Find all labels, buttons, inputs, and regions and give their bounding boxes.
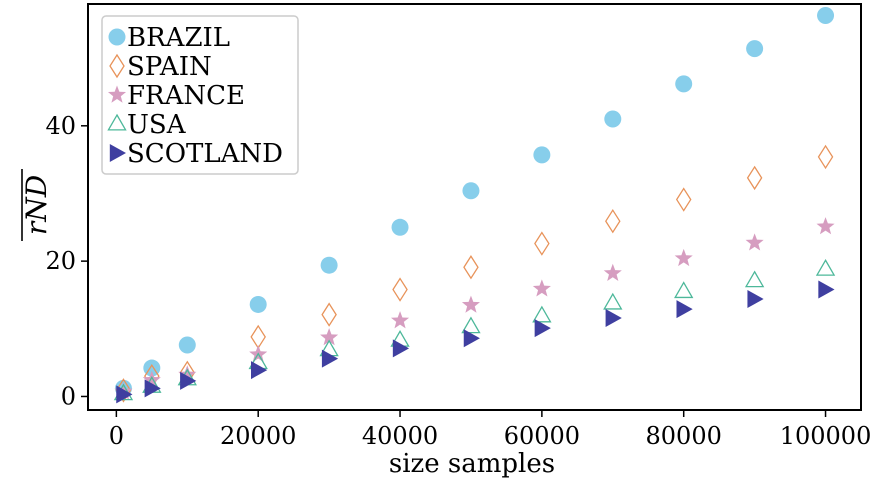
data-point bbox=[392, 277, 408, 302]
data-point bbox=[605, 308, 622, 327]
data-point bbox=[142, 370, 161, 388]
legend-item: BRAZIL bbox=[108, 23, 230, 53]
data-point bbox=[817, 7, 835, 25]
data-point bbox=[178, 365, 197, 383]
data-point bbox=[321, 349, 339, 368]
data-point bbox=[144, 379, 161, 398]
y-tick-label: 0 bbox=[61, 382, 76, 410]
data-point bbox=[603, 292, 623, 310]
data-point bbox=[249, 295, 267, 313]
series-usa bbox=[113, 258, 836, 401]
y-axis-label: rND bbox=[20, 175, 53, 235]
plot-frame bbox=[87, 3, 862, 411]
data-point bbox=[180, 371, 197, 390]
legend-label: FRANCE bbox=[127, 81, 245, 111]
data-point bbox=[251, 361, 268, 380]
legend-label: USA bbox=[127, 110, 187, 140]
data-point bbox=[532, 279, 551, 297]
series-france bbox=[114, 217, 835, 400]
data-point bbox=[818, 280, 835, 299]
legend-label: SCOTLAND bbox=[127, 139, 283, 169]
x-axis-label: size samples bbox=[389, 449, 555, 479]
data-point bbox=[391, 218, 409, 236]
data-point bbox=[461, 295, 480, 313]
legend-label: BRAZIL bbox=[127, 23, 230, 53]
data-point bbox=[744, 270, 765, 288]
data-point bbox=[816, 217, 835, 235]
x-tick-label: 0 bbox=[109, 422, 124, 450]
y-axis: 0 20 40 bbox=[45, 112, 88, 410]
data-point bbox=[674, 248, 693, 267]
x-tick-label: 80000 bbox=[646, 422, 722, 450]
data-point bbox=[675, 75, 693, 93]
data-point bbox=[462, 182, 480, 200]
data-point bbox=[745, 233, 764, 251]
data-point bbox=[461, 316, 481, 334]
legend-marker bbox=[107, 113, 127, 131]
legend-item: FRANCE bbox=[107, 81, 245, 111]
data-point bbox=[604, 110, 622, 128]
x-tick-label: 60000 bbox=[504, 422, 580, 450]
legend-item: SCOTLAND bbox=[109, 139, 283, 169]
data-point bbox=[178, 336, 196, 354]
legend-marker bbox=[108, 28, 126, 46]
data-point bbox=[675, 187, 692, 212]
data-point bbox=[746, 165, 763, 191]
x-axis: 0 20000 40000 60000 80000 100000 bbox=[109, 410, 870, 450]
legend-box bbox=[101, 15, 299, 175]
data-point bbox=[320, 256, 338, 274]
data-point bbox=[676, 300, 693, 319]
data-point bbox=[321, 302, 337, 327]
series-scotland bbox=[116, 280, 835, 404]
data-point bbox=[815, 258, 836, 276]
data-point bbox=[817, 144, 834, 170]
y-tick-label: 20 bbox=[45, 247, 76, 275]
legend-marker bbox=[109, 53, 125, 79]
series-spain bbox=[115, 144, 834, 403]
x-tick-label: 100000 bbox=[780, 422, 870, 450]
data-point bbox=[605, 208, 621, 234]
data-point bbox=[674, 281, 694, 299]
data-point bbox=[534, 231, 550, 256]
legend-item: SPAIN bbox=[109, 52, 212, 82]
legend-item: USA bbox=[107, 110, 187, 140]
plot-area bbox=[87, 3, 862, 411]
data-markers bbox=[113, 7, 836, 404]
y-axis-label-group: rND bbox=[20, 169, 53, 241]
legend-marker bbox=[109, 144, 126, 162]
data-point bbox=[463, 329, 480, 348]
data-point bbox=[747, 290, 764, 309]
data-point bbox=[534, 319, 551, 338]
data-point bbox=[746, 40, 764, 58]
legend-marker bbox=[107, 85, 127, 103]
data-point bbox=[533, 146, 551, 164]
x-tick-label: 40000 bbox=[362, 422, 438, 450]
legend-label: SPAIN bbox=[127, 52, 212, 82]
data-point bbox=[115, 378, 132, 403]
x-tick-label: 20000 bbox=[220, 422, 296, 450]
data-point bbox=[532, 305, 552, 323]
data-point bbox=[320, 328, 339, 346]
y-tick-label: 40 bbox=[45, 112, 76, 140]
data-point bbox=[391, 311, 410, 329]
data-point bbox=[116, 385, 133, 404]
data-point bbox=[603, 263, 622, 281]
data-point bbox=[463, 255, 479, 280]
data-point bbox=[250, 324, 266, 350]
data-point bbox=[392, 339, 410, 358]
